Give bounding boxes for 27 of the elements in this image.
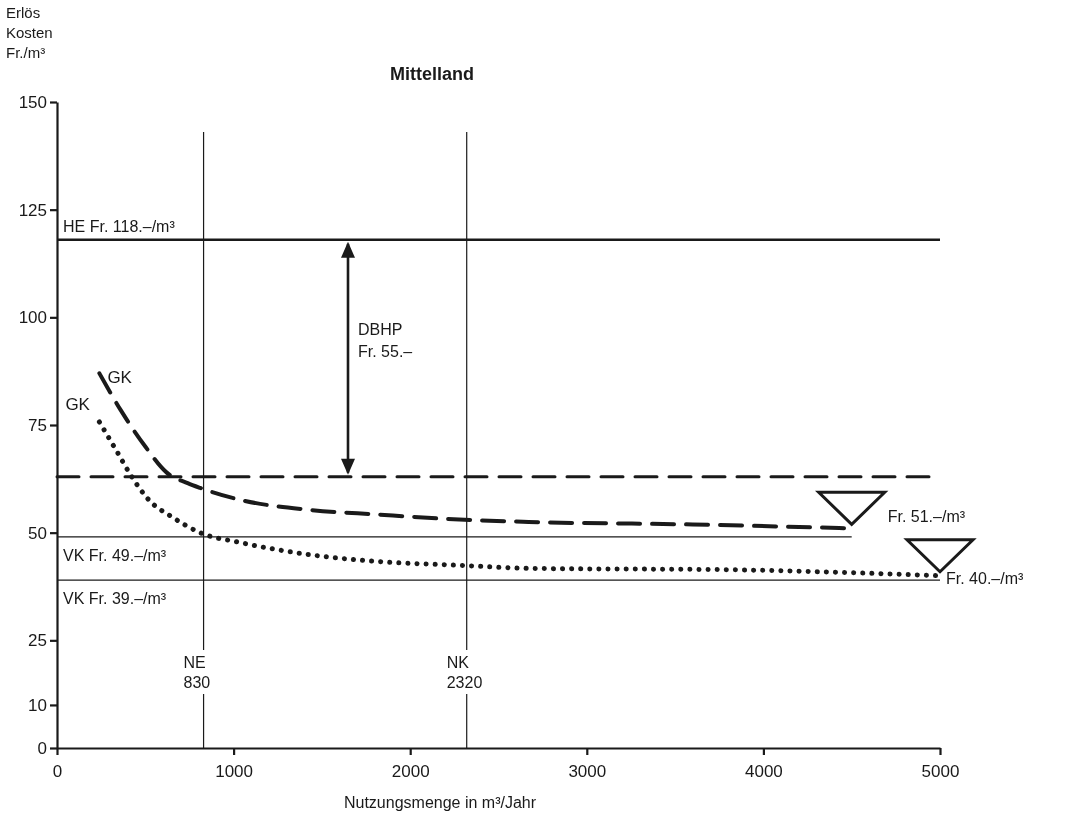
y-tick-label: 10 [28,695,47,715]
y-tick-label: 100 [18,308,47,328]
ref-line-label: NE 830 [183,654,211,691]
annotation: VK Fr. 49.–/m³ [63,546,167,564]
y-tick-label: 50 [28,523,47,543]
x-axis-title: Nutzungsmenge in m³/Jahr [343,794,537,811]
y-tick-label: 75 [28,415,47,435]
x-tick-label: 2000 [391,761,430,781]
y-tick-label: 150 [18,92,47,112]
y-tick-label: 25 [28,631,47,651]
annotation: DBHP Fr. 55.– [358,321,413,360]
annotation: VK Fr. 39.–/m³ [63,590,167,608]
series-label: GK [107,368,133,388]
x-tick-label: 5000 [921,761,960,781]
y-axis-title: Erlös Kosten Fr./m³ [6,4,53,61]
chart-title: Mittelland [390,64,474,84]
annotation: HE Fr. 118.–/m³ [63,217,176,235]
x-tick-label: 3000 [568,761,607,781]
x-tick-label: 0 [52,761,63,781]
annotation: Fr. 51.–/m³ [887,508,966,526]
x-tick-label: 1000 [215,761,254,781]
y-tick-label: 0 [37,738,47,758]
ref-line-label: NK 2320 [446,654,483,691]
series-label: GK [65,394,91,414]
y-tick-label: 125 [18,200,47,220]
annotation: Fr. 40.–/m³ [946,569,1025,587]
x-tick-label: 4000 [744,761,783,781]
